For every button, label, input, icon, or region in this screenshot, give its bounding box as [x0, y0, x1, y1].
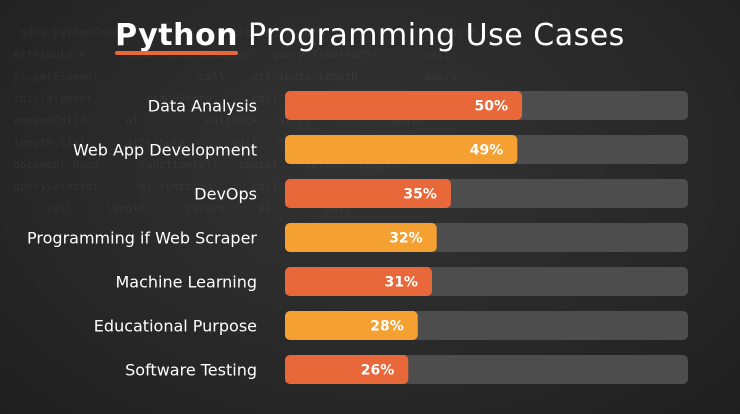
- value-label: 28%: [370, 319, 404, 335]
- value-label: 32%: [389, 231, 423, 247]
- bar: [285, 223, 437, 252]
- category-label: Data Analysis: [148, 97, 257, 116]
- bar: [285, 311, 418, 340]
- category-label: Machine Learning: [115, 273, 257, 292]
- value-label: 50%: [475, 99, 509, 115]
- bar: [285, 91, 523, 120]
- category-label: DevOps: [194, 185, 257, 204]
- chart-title: Python Programming Use Cases: [0, 18, 740, 55]
- value-label: 31%: [384, 275, 418, 291]
- category-label: Software Testing: [125, 361, 257, 380]
- bar: [285, 179, 451, 208]
- category-label: Educational Purpose: [94, 317, 257, 336]
- chart-title-bold: Python: [115, 18, 238, 55]
- bar: [285, 135, 518, 164]
- bar: [285, 267, 432, 296]
- category-label: Web App Development: [73, 141, 257, 160]
- category-label: Programming if Web Scraper: [27, 229, 257, 248]
- value-label: 26%: [361, 363, 395, 379]
- value-label: 49%: [470, 143, 504, 159]
- chart-title-rest: Programming Use Cases: [237, 18, 625, 53]
- value-label: 35%: [403, 187, 437, 203]
- bar: [285, 355, 409, 384]
